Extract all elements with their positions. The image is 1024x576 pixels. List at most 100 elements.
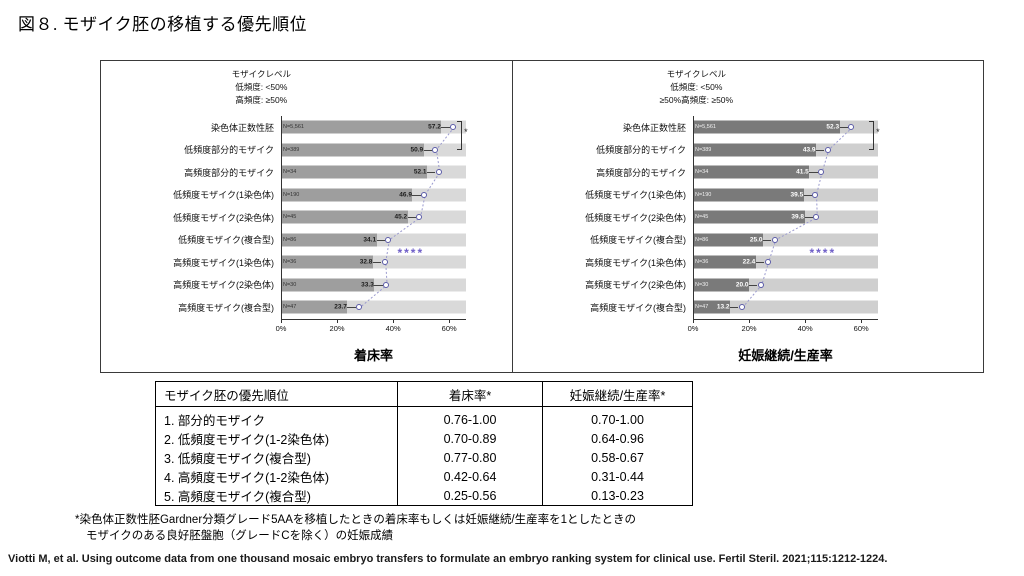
- marker-circle: [383, 281, 390, 288]
- bar: [693, 278, 750, 292]
- error-whisker: [749, 284, 758, 286]
- value-label: 52.1: [413, 168, 427, 176]
- bar-plot-cell: N=30 33.3: [281, 274, 466, 297]
- bar: [281, 165, 428, 179]
- error-whisker: [423, 149, 433, 151]
- marker-circle: [435, 169, 442, 176]
- category-label: 高頻度モザイク(2染色体): [173, 280, 274, 291]
- value-label: 25.0: [749, 236, 763, 244]
- table-row: 4. 高頻度モザイク(1-2染色体) 0.42-0.64 0.31-0.44: [156, 467, 693, 486]
- x-axis-title-ongoing-pregnancy: 妊娠継続/生産率: [738, 348, 833, 363]
- bar-plot-cell: N=389 50.9: [281, 139, 466, 162]
- chart-row: 低頻度モザイク(1染色体) N=190 46.9: [111, 184, 466, 207]
- bar: [281, 300, 348, 314]
- error-whisker: [803, 194, 813, 196]
- category-label: 高頻度部分的モザイク: [596, 167, 686, 178]
- table-cell: 0.70-1.00: [542, 406, 693, 429]
- category-label: 低頻度部分的モザイク: [596, 145, 686, 156]
- bar-plot-cell: N=190 46.9: [281, 184, 466, 207]
- value-label: 20.0: [735, 281, 749, 289]
- n-label: N=47: [695, 304, 709, 311]
- chart-row: 高頻度モザイク(2染色体) N=30 20.0: [523, 274, 878, 297]
- table-header-row: モザイク胚の優先順位 着床率* 妊娠継続/生産率*: [155, 381, 693, 407]
- chart-row: 低頻度モザイク(複合型) N=86 25.0: [523, 229, 878, 252]
- axis-tick: [337, 320, 339, 323]
- error-whisker: [347, 307, 356, 309]
- error-whisker: [763, 239, 772, 241]
- axis-tick: [693, 320, 694, 323]
- category-label: 高頻度部分的モザイク: [184, 167, 274, 178]
- bar: [693, 143, 817, 157]
- bar-plot-cell: N=86 25.0: [693, 229, 878, 252]
- n-label: N=34: [283, 169, 297, 176]
- table-cell: 2. 低頻度モザイク(1-2染色体): [164, 433, 330, 447]
- value-label: 32.8: [359, 258, 373, 266]
- bar: [281, 120, 442, 134]
- marker-circle: [432, 146, 439, 153]
- marker-circle: [848, 124, 855, 131]
- axis-tick: [861, 320, 863, 323]
- table-row: 1. 部分的モザイク 0.76-1.00 0.70-1.00: [156, 406, 693, 429]
- chart-row: 高頻度モザイク(1染色体) N=36 32.8: [111, 251, 466, 274]
- chart-row: 低頻度モザイク(2染色体) N=45 39.8: [523, 206, 878, 229]
- error-whisker: [730, 307, 739, 309]
- value-label: 57.2: [428, 123, 441, 131]
- table-cell: 0.58-0.67: [542, 448, 693, 467]
- error-whisker: [804, 217, 813, 219]
- n-label: N=5,561: [283, 124, 304, 131]
- axis-tick-label: 20%: [741, 324, 757, 333]
- marker-circle: [450, 124, 457, 131]
- marker-circle: [385, 236, 392, 243]
- error-whisker: [407, 217, 417, 219]
- category-label: 高頻度モザイク(1染色体): [173, 257, 274, 268]
- table-cell: 5. 高頻度モザイク(複合型): [164, 490, 311, 504]
- bar: [281, 233, 377, 247]
- bar: [693, 165, 810, 179]
- axis-tick-label: 60%: [853, 324, 869, 333]
- bar-plot-cell: N=47 13.2: [693, 296, 878, 319]
- table-cell: 0.64-0.96: [542, 429, 693, 448]
- citation: Viotti M, et al. Using outcome data from…: [8, 553, 888, 565]
- error-whisker: [809, 172, 818, 174]
- n-label: N=389: [695, 146, 712, 153]
- bar: [281, 143, 424, 157]
- value-label: 41.5: [796, 168, 809, 176]
- value-label: 39.8: [791, 213, 805, 221]
- chart-row: 高頻度モザイク(1染色体) N=36 22.4: [523, 251, 878, 274]
- figure-panels: モザイクレベル 低頻度: <50% 高頻度: ≥50% 染色体正数性胚 N=5,5…: [100, 60, 984, 373]
- n-label: N=36: [283, 259, 297, 266]
- marker-circle: [764, 259, 771, 266]
- axis-tick: [449, 320, 451, 323]
- error-whisker: [755, 262, 765, 264]
- n-label: N=45: [695, 214, 709, 221]
- axis-tick-label: 60%: [441, 324, 457, 333]
- chart-row: 染色体正数性胚 N=5,561 57.2: [111, 116, 466, 139]
- chart-row: 高頻度モザイク(複合型) N=47 13.2: [523, 296, 878, 319]
- marker-circle: [812, 191, 819, 198]
- error-whisker: [374, 284, 383, 286]
- n-label: N=86: [695, 236, 709, 243]
- bar-plot-cell: N=5,561 52.3: [693, 116, 878, 139]
- table-cell: 0.70-0.89: [397, 429, 543, 448]
- category-label: 染色体正数性胚: [622, 122, 686, 133]
- chart-row: 高頻度部分的モザイク N=34 52.1: [111, 161, 466, 184]
- error-whisker: [441, 127, 450, 129]
- category-label: 低頻度モザイク(複合型): [178, 235, 274, 246]
- mosaic-level-legend: モザイクレベル 低頻度: <50% 高頻度: ≥50%: [101, 68, 422, 106]
- implantation-bar-chart: 染色体正数性胚 N=5,561 57.2 低頻度部分的モザイク N=389 50.9 高頻度…: [111, 116, 468, 333]
- table-header-ongoing: 妊娠継続/生産率*: [542, 381, 693, 407]
- category-label: 低頻度モザイク(1染色体): [173, 190, 274, 201]
- error-whisker: [372, 262, 382, 264]
- category-label: 高頻度モザイク(2染色体): [585, 280, 686, 291]
- chart-row: 低頻度モザイク(2染色体) N=45 45.2: [111, 206, 466, 229]
- marker-circle: [356, 304, 363, 311]
- n-label: N=47: [283, 304, 297, 311]
- bar: [693, 210, 805, 224]
- footnote-line2: モザイクのある良好胚盤胞（グレードCを除く）の妊娠成績: [86, 530, 394, 542]
- axis-tick: [805, 320, 807, 323]
- category-label: 染色体正数性胚: [210, 122, 274, 133]
- table-cell: 0.76-1.00: [397, 406, 543, 429]
- bar: [281, 278, 375, 292]
- category-label: 高頻度モザイク(1染色体): [585, 257, 686, 268]
- bar-plot-cell: N=34 41.5: [693, 161, 878, 184]
